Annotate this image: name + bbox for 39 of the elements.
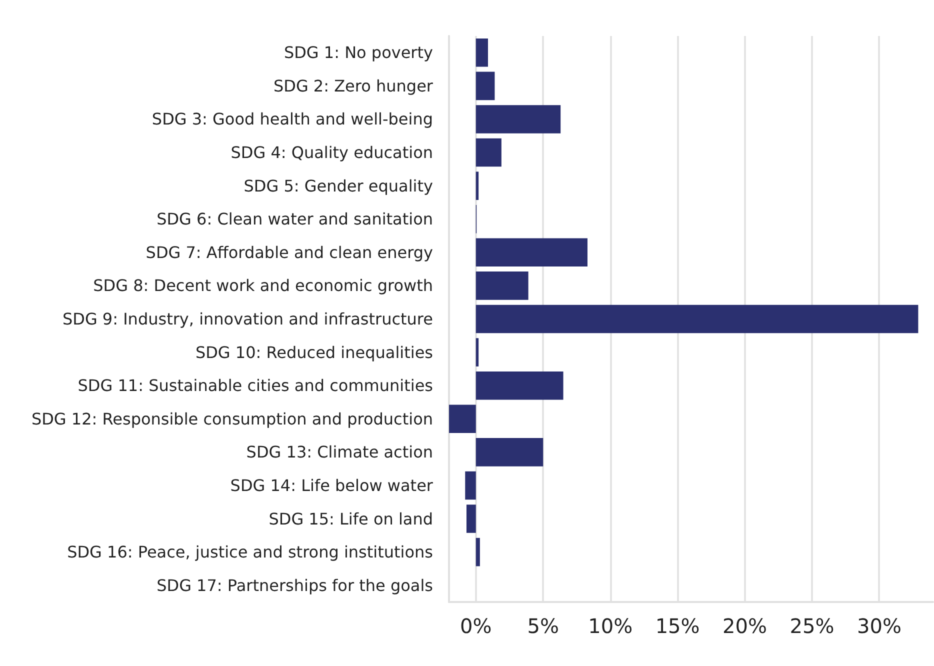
y-tick-label: SDG 9: Industry, innovation and infrastructure bbox=[62, 310, 433, 328]
y-tick-label: SDG 11: Sustainable cities and communities bbox=[78, 376, 433, 396]
y-tick-label: SDG 16: Peace, justice and strong institutions bbox=[67, 542, 433, 562]
bar bbox=[465, 471, 476, 500]
y-tick-label: SDG 3: Good health and well-being bbox=[152, 110, 433, 129]
x-tick-label: 30% bbox=[856, 614, 902, 638]
y-tick-label: SDG 8: Decent work and economic growth bbox=[93, 276, 433, 296]
bar bbox=[476, 338, 479, 366]
bar bbox=[476, 38, 488, 67]
bar bbox=[476, 538, 480, 566]
y-tick-label: SDG 12: Responsible consumption and production bbox=[31, 409, 433, 428]
x-tick-label: 10% bbox=[588, 614, 633, 638]
x-tick-label: 5% bbox=[527, 614, 559, 638]
y-tick-label: SDG 13: Climate action bbox=[246, 442, 433, 462]
y-tick-label: SDG 14: Life below water bbox=[230, 476, 434, 495]
y-tick-label: SDG 17: Partnerships for the goals bbox=[156, 576, 433, 595]
x-tick-label: 25% bbox=[790, 614, 834, 638]
bar bbox=[476, 138, 502, 167]
bar bbox=[476, 105, 561, 134]
bar bbox=[476, 72, 495, 100]
y-tick-label: SDG 10: Reduced inequalities bbox=[195, 342, 433, 362]
bar bbox=[476, 304, 918, 334]
y-tick-label: SDG 7: Affordable and clean energy bbox=[146, 242, 433, 262]
x-tick-label: 0% bbox=[460, 614, 492, 638]
y-tick-label: SDG 2: Zero hunger bbox=[273, 76, 434, 96]
y-tick-label: SDG 6: Clean water and sanitation bbox=[156, 210, 433, 229]
bar bbox=[476, 238, 588, 267]
bar bbox=[449, 404, 476, 434]
bar bbox=[476, 272, 528, 300]
y-tick-label: SDG 5: Gender equality bbox=[244, 176, 433, 196]
x-tick-label: 20% bbox=[722, 614, 768, 638]
bar bbox=[476, 371, 564, 400]
bar bbox=[476, 438, 544, 466]
bar bbox=[466, 504, 476, 533]
bar bbox=[476, 172, 479, 200]
y-tick-label: SDG 15: Life on land bbox=[268, 509, 433, 528]
y-tick-label: SDG 1: No poverty bbox=[284, 43, 433, 62]
x-tick-label: 15% bbox=[655, 614, 700, 638]
y-tick-label: SDG 4: Quality education bbox=[230, 143, 433, 162]
